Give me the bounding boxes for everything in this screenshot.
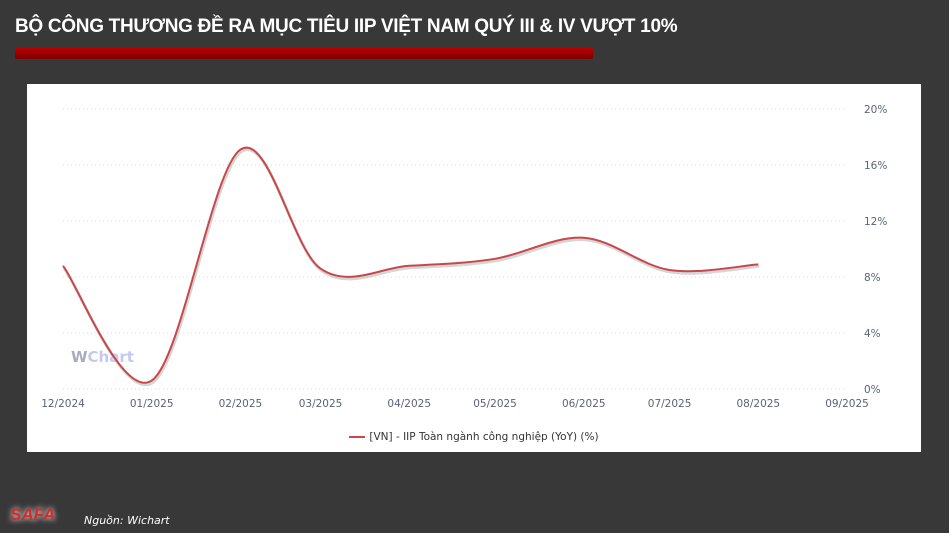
x-tick-label: 02/2025 [219, 398, 263, 410]
x-tick-label: 08/2025 [736, 398, 780, 410]
legend[interactable]: [VN] - IIP Toàn ngành công nghiệp (YoY) … [27, 431, 921, 443]
legend-label: [VN] - IIP Toàn ngành công nghiệp (YoY) … [369, 431, 599, 443]
x-tick-label: 07/2025 [648, 398, 692, 410]
y-tick-label: 4% [864, 328, 881, 340]
x-tick-label: 01/2025 [130, 398, 174, 410]
legend-swatch [349, 436, 366, 438]
series-line-shadow [62, 148, 760, 387]
y-tick-label: 16% [864, 160, 887, 172]
y-tick-label: 20% [864, 104, 887, 116]
line-chart: 0% 4% 8% 12% 16% 20% 12/2024 01/2025 02/2025 03/2… [41, 104, 887, 410]
x-tick-label: 06/2025 [562, 398, 606, 410]
y-tick-label: 8% [864, 272, 881, 284]
safa-logo: SAFA [10, 505, 56, 524]
chart-panel: 0% 4% 8% 12% 16% 20% 12/2024 01/2025 02/2025 03/2… [27, 84, 921, 452]
source-text: Nguồn: Wichart [84, 514, 170, 527]
series-line [62, 146, 759, 384]
wichart-watermark: WChart [71, 348, 134, 366]
x-tick-label: 09/2025 [825, 398, 869, 410]
title-underline-bar [15, 47, 593, 59]
y-tick-label: 12% [864, 216, 887, 228]
x-tick-label: 05/2025 [473, 398, 517, 410]
y-tick-label: 0% [864, 384, 881, 396]
x-tick-label: 12/2024 [41, 398, 85, 410]
x-tick-label: 03/2025 [299, 398, 343, 410]
page-title: BỘ CÔNG THƯƠNG ĐỀ RA MỤC TIÊU IIP VIỆT N… [15, 16, 678, 37]
x-tick-label: 04/2025 [387, 398, 431, 410]
